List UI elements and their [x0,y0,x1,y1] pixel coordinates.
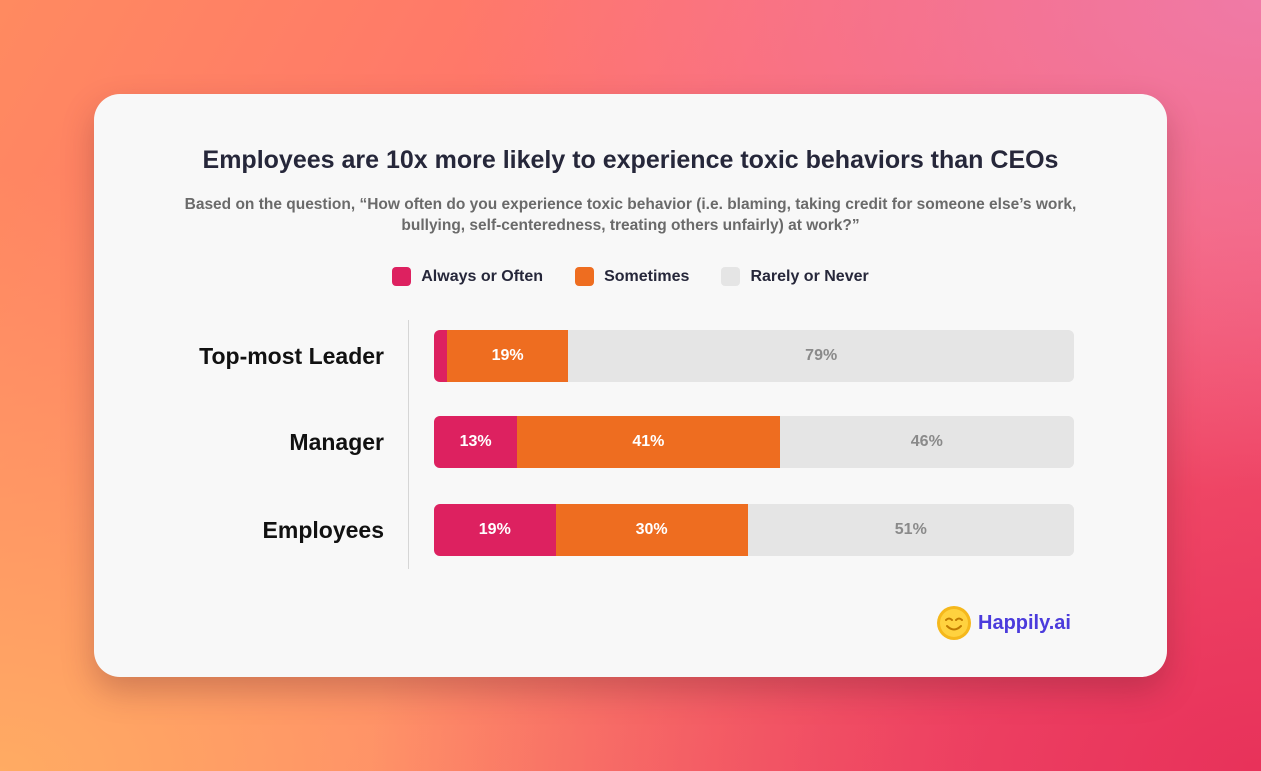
bar-segment-sometimes-top-most-leader: 19% [446,330,569,382]
legend-swatch-rarely [721,267,741,286]
bar-segment-always-employees: 19% [434,504,556,556]
chart-subtitle: Based on the question, “How often do you… [184,196,1077,234]
bar-segment-sometimes-employees: 30% [555,504,748,556]
bar-segment-rarely-top-most-leader: 79% [568,330,1074,382]
data-label: 51% [894,521,927,538]
bar-segment-always-top-most-leader [434,330,447,382]
smiley-face-icon [937,606,971,640]
legend: Always or Often Sometimes Rarely or Neve… [94,267,1167,286]
bar-employees: 19% 30% 51% [434,504,1074,556]
category-label-manager: Manager [289,429,384,455]
legend-item-always: Always or Often [392,267,543,286]
legend-swatch-sometimes [575,267,595,286]
data-label: 46% [910,433,943,450]
data-label: 19% [478,521,511,538]
plot-area: Top-most Leader 19% 79% Manager 13% 41% 46% Emp… [94,320,1167,570]
category-label-top-most-leader: Top-most Leader [199,343,384,369]
legend-label-always: Always or Often [421,267,544,285]
data-label: 13% [459,433,492,450]
brand-name: Happily.ai [978,611,1071,634]
legend-item-sometimes: Sometimes [575,267,689,286]
data-label: 41% [632,433,665,450]
category-axis-line [408,320,409,569]
data-label: 79% [805,347,838,364]
bar-segment-always-manager: 13% [434,416,518,468]
legend-swatch-always [392,267,412,286]
data-label: 30% [635,521,668,538]
legend-item-rarely: Rarely or Never [721,267,869,286]
brand-logo: Happily.ai [936,605,1071,641]
bar-segment-rarely-employees: 51% [747,504,1074,556]
bar-segment-rarely-manager: 46% [779,416,1074,468]
bar-top-most-leader: 19% 79% [434,330,1074,382]
chart-title: Employees are 10x more likely to experie… [202,146,1059,174]
chart-card: Employees are 10x more likely to experie… [94,94,1167,677]
category-label-employees: Employees [262,517,384,543]
data-label: 19% [491,347,524,364]
legend-label-rarely: Rarely or Never [750,267,869,285]
bar-manager: 13% 41% 46% [434,416,1074,468]
legend-label-sometimes: Sometimes [604,267,690,285]
bar-segment-sometimes-manager: 41% [517,416,780,468]
